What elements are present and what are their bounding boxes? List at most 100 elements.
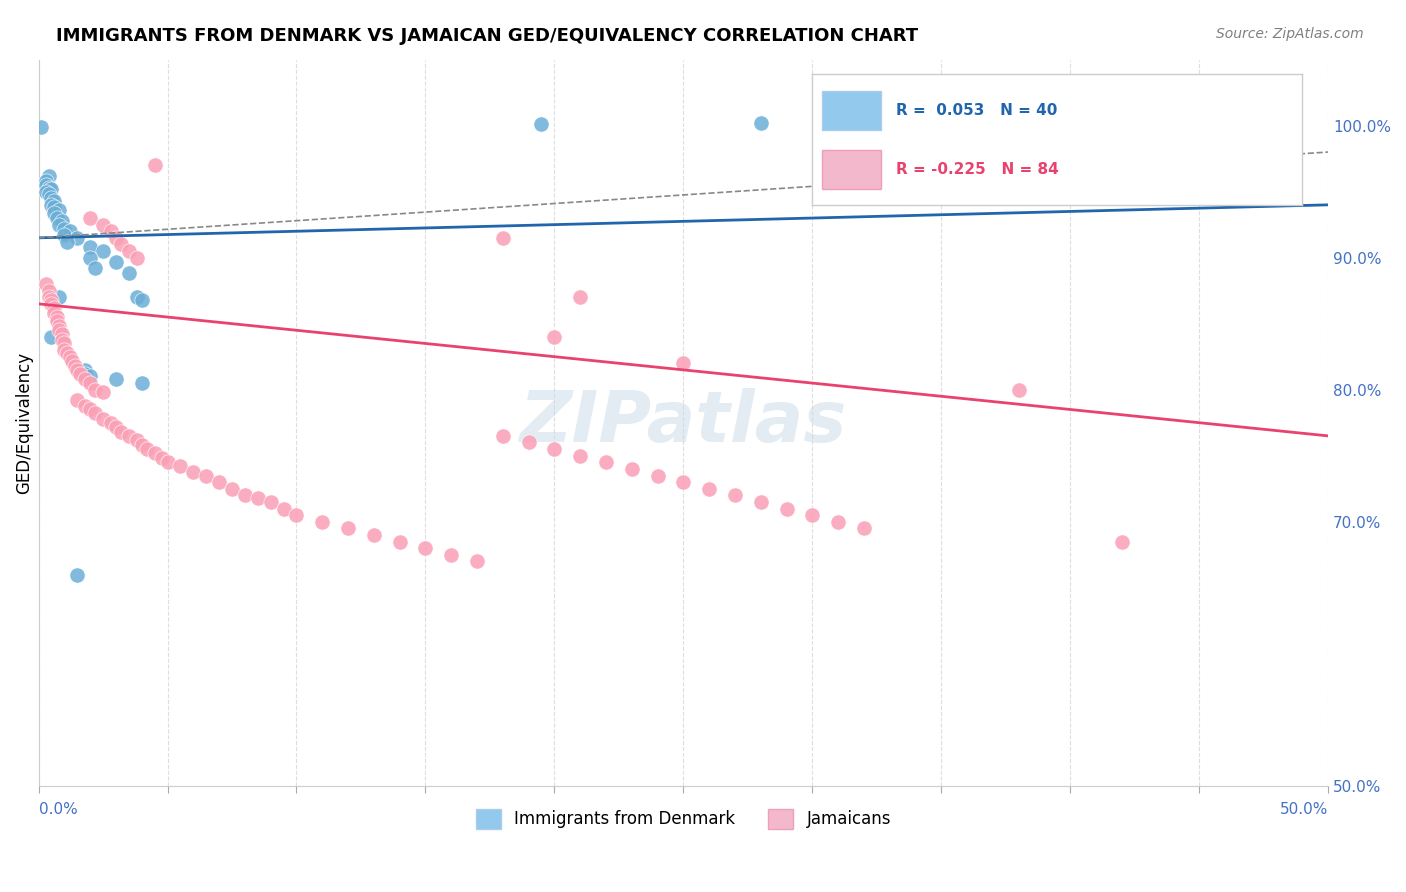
Point — [66, 231, 89, 245]
Point — [697, 482, 720, 496]
Point — [41, 182, 63, 196]
Legend: Immigrants from Denmark, Jamaicans: Immigrants from Denmark, Jamaicans — [468, 802, 898, 836]
Point — [69, 367, 91, 381]
Point — [233, 488, 256, 502]
Point — [66, 393, 89, 408]
Point — [79, 251, 101, 265]
Point — [125, 433, 148, 447]
Point — [125, 251, 148, 265]
Point — [221, 482, 243, 496]
Point — [672, 356, 695, 370]
Point — [51, 213, 73, 227]
Point — [195, 468, 218, 483]
Point — [79, 376, 101, 390]
Point — [45, 310, 67, 324]
Point — [38, 290, 60, 304]
Point — [79, 369, 101, 384]
Point — [530, 117, 553, 131]
Point — [48, 218, 70, 232]
Point — [156, 455, 179, 469]
Point — [48, 323, 70, 337]
Point — [143, 158, 166, 172]
Y-axis label: GED/Equivalency: GED/Equivalency — [15, 351, 32, 494]
Point — [42, 301, 65, 315]
Point — [30, 120, 52, 134]
Point — [48, 203, 70, 218]
Point — [647, 468, 669, 483]
Point — [492, 429, 515, 443]
Point — [104, 231, 127, 245]
Point — [465, 554, 488, 568]
Point — [110, 237, 132, 252]
Point — [131, 438, 153, 452]
Point — [84, 407, 107, 421]
Point — [45, 314, 67, 328]
Point — [169, 459, 191, 474]
Point — [125, 290, 148, 304]
Point — [73, 363, 96, 377]
Point — [620, 462, 643, 476]
Point — [143, 446, 166, 460]
Point — [42, 206, 65, 220]
Point — [42, 201, 65, 215]
Point — [260, 495, 283, 509]
Point — [749, 116, 772, 130]
Point — [38, 169, 60, 183]
Point — [543, 330, 565, 344]
Point — [53, 336, 76, 351]
Point — [35, 185, 58, 199]
Point — [35, 178, 58, 192]
Point — [91, 411, 114, 425]
Point — [100, 224, 122, 238]
Point — [79, 211, 101, 225]
Point — [38, 187, 60, 202]
Point — [56, 345, 79, 359]
Point — [48, 319, 70, 334]
Point — [41, 297, 63, 311]
Point — [118, 429, 141, 443]
Point — [51, 333, 73, 347]
Point — [84, 261, 107, 276]
Point — [118, 267, 141, 281]
Point — [41, 191, 63, 205]
Point — [53, 343, 76, 357]
Text: 0.0%: 0.0% — [38, 802, 77, 817]
Point — [41, 293, 63, 307]
Point — [91, 244, 114, 258]
Point — [1111, 534, 1133, 549]
Point — [363, 528, 385, 542]
Point — [35, 277, 58, 291]
Text: IMMIGRANTS FROM DENMARK VS JAMAICAN GED/EQUIVALENCY CORRELATION CHART: IMMIGRANTS FROM DENMARK VS JAMAICAN GED/… — [56, 27, 918, 45]
Point — [63, 359, 86, 373]
Text: 50.0%: 50.0% — [1279, 802, 1329, 817]
Point — [517, 435, 540, 450]
Point — [35, 174, 58, 188]
Point — [543, 442, 565, 456]
Point — [852, 521, 875, 535]
Point — [440, 548, 463, 562]
Point — [79, 402, 101, 417]
Point — [337, 521, 360, 535]
Point — [110, 425, 132, 439]
Point — [724, 488, 747, 502]
Point — [73, 399, 96, 413]
Point — [131, 293, 153, 307]
Point — [58, 224, 80, 238]
Point — [246, 491, 269, 505]
Point — [595, 455, 617, 469]
Point — [672, 475, 695, 489]
Point — [827, 515, 849, 529]
Point — [135, 442, 157, 456]
Point — [311, 515, 333, 529]
Point — [42, 194, 65, 208]
Point — [41, 330, 63, 344]
Point — [775, 501, 797, 516]
Point — [1007, 383, 1029, 397]
Point — [56, 235, 79, 249]
Point — [53, 221, 76, 235]
Point — [84, 383, 107, 397]
Point — [38, 180, 60, 194]
Point — [150, 451, 173, 466]
Point — [801, 508, 824, 522]
Point — [285, 508, 308, 522]
